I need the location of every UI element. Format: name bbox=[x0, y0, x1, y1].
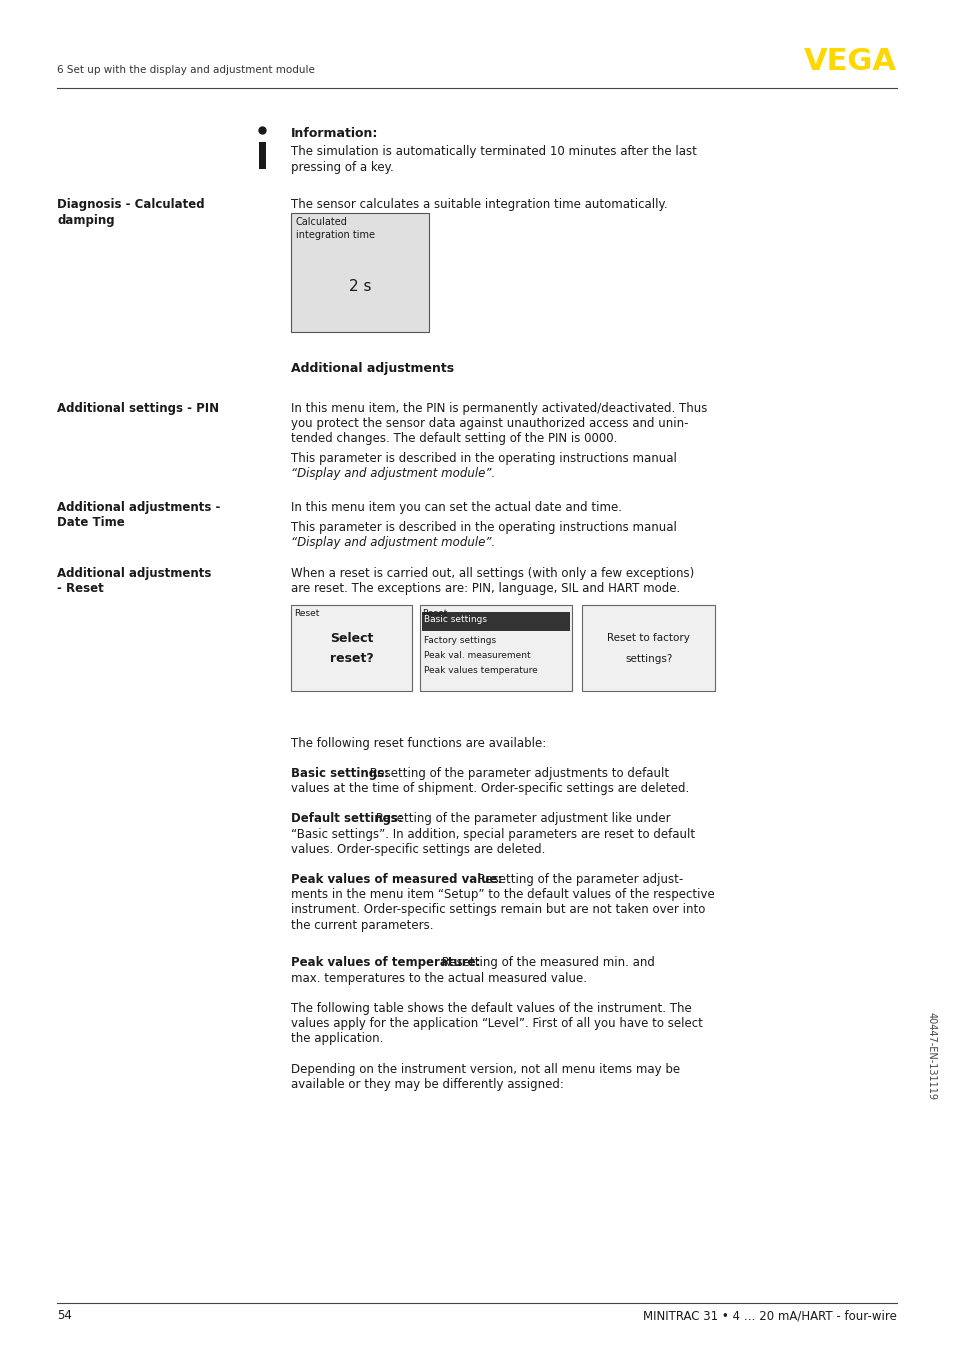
Text: 2 s: 2 s bbox=[349, 279, 371, 294]
Text: Information:: Information: bbox=[291, 127, 378, 141]
Text: Additional adjustments: Additional adjustments bbox=[57, 567, 212, 581]
Text: In this menu item you can set the actual date and time.: In this menu item you can set the actual… bbox=[291, 501, 621, 515]
Text: “Basic settings”. In addition, special parameters are reset to default: “Basic settings”. In addition, special p… bbox=[291, 827, 695, 841]
Text: Default settings:: Default settings: bbox=[291, 812, 402, 826]
Text: Factory settings: Factory settings bbox=[423, 636, 496, 646]
Text: VEGA: VEGA bbox=[803, 47, 896, 76]
FancyBboxPatch shape bbox=[291, 605, 412, 691]
FancyBboxPatch shape bbox=[419, 605, 572, 691]
FancyBboxPatch shape bbox=[258, 142, 266, 169]
Text: Additional settings - PIN: Additional settings - PIN bbox=[57, 402, 219, 416]
Text: available or they may be differently assigned:: available or they may be differently ass… bbox=[291, 1078, 563, 1091]
Text: are reset. The exceptions are: PIN, language, SIL and HART mode.: are reset. The exceptions are: PIN, lang… bbox=[291, 582, 679, 596]
Text: The simulation is automatically terminated 10 minutes after the last: The simulation is automatically terminat… bbox=[291, 145, 696, 158]
Text: integration time: integration time bbox=[295, 230, 375, 240]
Text: Date Time: Date Time bbox=[57, 516, 125, 529]
Text: ments in the menu item “Setup” to the default values of the respective: ments in the menu item “Setup” to the de… bbox=[291, 888, 714, 902]
Text: max. temperatures to the actual measured value.: max. temperatures to the actual measured… bbox=[291, 972, 586, 984]
Text: Peak val. measurement: Peak val. measurement bbox=[423, 651, 530, 661]
Text: reset?: reset? bbox=[330, 653, 373, 665]
Text: 54: 54 bbox=[57, 1309, 72, 1323]
Text: tended changes. The default setting of the PIN is 0000.: tended changes. The default setting of t… bbox=[291, 432, 617, 445]
Text: Reset to factory: Reset to factory bbox=[607, 634, 689, 643]
Text: Resetting of the parameter adjustment like under: Resetting of the parameter adjustment li… bbox=[372, 812, 670, 826]
Text: you protect the sensor data against unauthorized access and unin-: you protect the sensor data against unau… bbox=[291, 417, 688, 431]
Text: pressing of a key.: pressing of a key. bbox=[291, 161, 394, 175]
Text: In this menu item, the PIN is permanently activated/deactivated. Thus: In this menu item, the PIN is permanentl… bbox=[291, 402, 706, 416]
Text: Additional adjustments: Additional adjustments bbox=[291, 362, 454, 375]
FancyBboxPatch shape bbox=[581, 605, 715, 691]
Text: Peak values of temperature:: Peak values of temperature: bbox=[291, 956, 480, 969]
Text: Reset: Reset bbox=[422, 609, 448, 619]
Text: 40447-EN-131119: 40447-EN-131119 bbox=[925, 1013, 935, 1099]
Text: “Display and adjustment module”.: “Display and adjustment module”. bbox=[291, 536, 495, 550]
Text: Basic settings: Basic settings bbox=[423, 615, 486, 624]
Text: damping: damping bbox=[57, 214, 114, 227]
Text: Reset: Reset bbox=[294, 609, 319, 619]
Text: - Reset: - Reset bbox=[57, 582, 104, 596]
Text: values at the time of shipment. Order-specific settings are deleted.: values at the time of shipment. Order-sp… bbox=[291, 783, 688, 795]
Text: Select: Select bbox=[330, 632, 373, 645]
Text: the application.: the application. bbox=[291, 1032, 383, 1045]
FancyBboxPatch shape bbox=[291, 213, 429, 332]
Text: Basic settings:: Basic settings: bbox=[291, 766, 389, 780]
Text: values. Order-specific settings are deleted.: values. Order-specific settings are dele… bbox=[291, 842, 545, 856]
Text: Resetting of the measured min. and: Resetting of the measured min. and bbox=[437, 956, 654, 969]
Text: the current parameters.: the current parameters. bbox=[291, 918, 433, 932]
Text: 6 Set up with the display and adjustment module: 6 Set up with the display and adjustment… bbox=[57, 65, 314, 74]
Text: Additional adjustments -: Additional adjustments - bbox=[57, 501, 220, 515]
Text: “Display and adjustment module”.: “Display and adjustment module”. bbox=[291, 467, 495, 481]
Text: Resetting of the parameter adjust-: Resetting of the parameter adjust- bbox=[474, 873, 682, 886]
FancyBboxPatch shape bbox=[421, 612, 570, 631]
Text: Peak values temperature: Peak values temperature bbox=[423, 666, 537, 676]
Text: MINITRAC 31 • 4 … 20 mA/HART - four-wire: MINITRAC 31 • 4 … 20 mA/HART - four-wire bbox=[642, 1309, 896, 1323]
Text: The following reset functions are available:: The following reset functions are availa… bbox=[291, 737, 546, 750]
Text: instrument. Order-specific settings remain but are not taken over into: instrument. Order-specific settings rema… bbox=[291, 903, 704, 917]
Text: Peak values of measured value:: Peak values of measured value: bbox=[291, 873, 502, 886]
Text: Calculated: Calculated bbox=[295, 217, 347, 226]
Text: The sensor calculates a suitable integration time automatically.: The sensor calculates a suitable integra… bbox=[291, 198, 667, 211]
Text: The following table shows the default values of the instrument. The: The following table shows the default va… bbox=[291, 1002, 691, 1016]
Text: This parameter is described in the operating instructions manual: This parameter is described in the opera… bbox=[291, 521, 676, 535]
Text: Diagnosis - Calculated: Diagnosis - Calculated bbox=[57, 198, 205, 211]
Text: values apply for the application “Level”. First of all you have to select: values apply for the application “Level”… bbox=[291, 1017, 702, 1030]
Text: When a reset is carried out, all settings (with only a few exceptions): When a reset is carried out, all setting… bbox=[291, 567, 694, 581]
Text: Resetting of the parameter adjustments to default: Resetting of the parameter adjustments t… bbox=[366, 766, 669, 780]
Text: This parameter is described in the operating instructions manual: This parameter is described in the opera… bbox=[291, 452, 676, 466]
Text: Depending on the instrument version, not all menu items may be: Depending on the instrument version, not… bbox=[291, 1063, 679, 1075]
Text: settings?: settings? bbox=[624, 654, 672, 663]
